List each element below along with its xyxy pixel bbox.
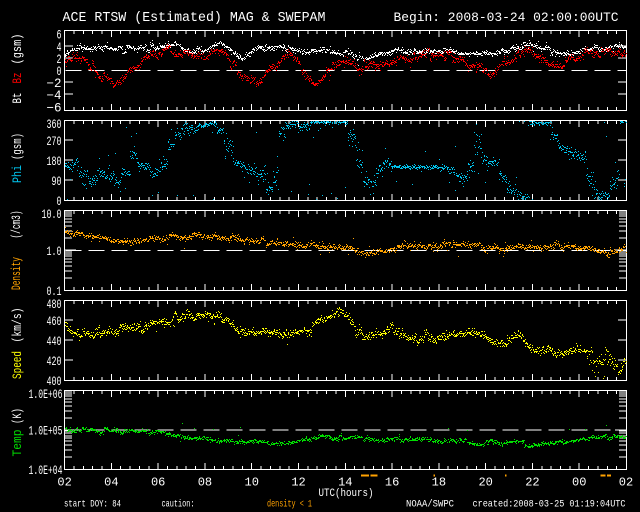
svg-text:04: 04 — [104, 476, 118, 490]
svg-text:180: 180 — [47, 155, 62, 169]
svg-text:270: 270 — [47, 135, 62, 149]
svg-text:90: 90 — [52, 175, 62, 189]
svg-text:(K): (K) — [10, 408, 25, 424]
svg-text:Bt: Bt — [10, 93, 25, 104]
svg-text:02: 02 — [619, 476, 633, 490]
svg-text:1.0E+05: 1.0E+05 — [29, 425, 63, 439]
svg-text:Bz: Bz — [10, 73, 25, 84]
svg-text:created:2008-03-25 01:19:04UTC: created:2008-03-25 01:19:04UTC — [473, 499, 626, 511]
svg-text:0.1: 0.1 — [47, 285, 62, 299]
svg-text:10.0: 10.0 — [42, 208, 62, 222]
svg-text:UTC(hours): UTC(hours) — [319, 488, 374, 500]
svg-text:14: 14 — [338, 476, 352, 490]
svg-text:00: 00 — [572, 476, 586, 490]
svg-text:(km/s): (km/s) — [10, 308, 25, 343]
svg-text:22: 22 — [525, 476, 539, 490]
svg-text:400: 400 — [47, 375, 62, 389]
svg-text:20: 20 — [478, 476, 492, 490]
svg-text:NOAA/SWPC: NOAA/SWPC — [406, 499, 454, 511]
svg-text:Speed: Speed — [10, 351, 25, 379]
svg-text:Begin: 2008-03-24 02:00:00UTC: Begin: 2008-03-24 02:00:00UTC — [394, 10, 619, 25]
svg-text:06: 06 — [151, 476, 165, 490]
svg-text:460: 460 — [47, 315, 62, 329]
svg-text:−2: −2 — [47, 77, 62, 91]
svg-text:02: 02 — [57, 476, 71, 490]
svg-text:1.0: 1.0 — [47, 245, 62, 259]
svg-text:ACE RTSW (Estimated) MAG & SWE: ACE RTSW (Estimated) MAG & SWEPAM — [63, 11, 326, 26]
svg-text:440: 440 — [47, 335, 62, 349]
svg-text:4: 4 — [57, 41, 62, 55]
svg-text:density < 1: density < 1 — [267, 499, 312, 511]
svg-text:10: 10 — [245, 476, 259, 490]
svg-text:start DOY: 84: start DOY: 84 — [64, 499, 121, 511]
svg-text:Density: Density — [9, 257, 24, 290]
svg-text:0: 0 — [57, 65, 62, 79]
svg-text:Temp: Temp — [10, 430, 25, 457]
svg-text:(/cm3): (/cm3) — [9, 211, 24, 239]
svg-text:360: 360 — [47, 118, 62, 132]
svg-text:08: 08 — [198, 476, 212, 490]
svg-text:0: 0 — [57, 195, 62, 209]
svg-text:2: 2 — [57, 53, 62, 67]
svg-text:16: 16 — [385, 476, 399, 490]
svg-text:Phi: Phi — [10, 165, 25, 183]
svg-text:−6: −6 — [47, 101, 62, 115]
svg-text:−4: −4 — [47, 89, 62, 103]
svg-text:(gsm): (gsm) — [10, 34, 25, 65]
svg-text:420: 420 — [47, 355, 62, 369]
svg-text:1.0E+06: 1.0E+06 — [29, 388, 63, 402]
svg-text:6: 6 — [57, 29, 62, 43]
svg-text:12: 12 — [291, 476, 305, 490]
svg-text:18: 18 — [432, 476, 446, 490]
svg-text:caution:: caution: — [162, 499, 195, 511]
svg-text:1.0E+04: 1.0E+04 — [29, 464, 63, 478]
svg-text:(gsm): (gsm) — [10, 133, 25, 160]
svg-text:480: 480 — [47, 298, 62, 312]
